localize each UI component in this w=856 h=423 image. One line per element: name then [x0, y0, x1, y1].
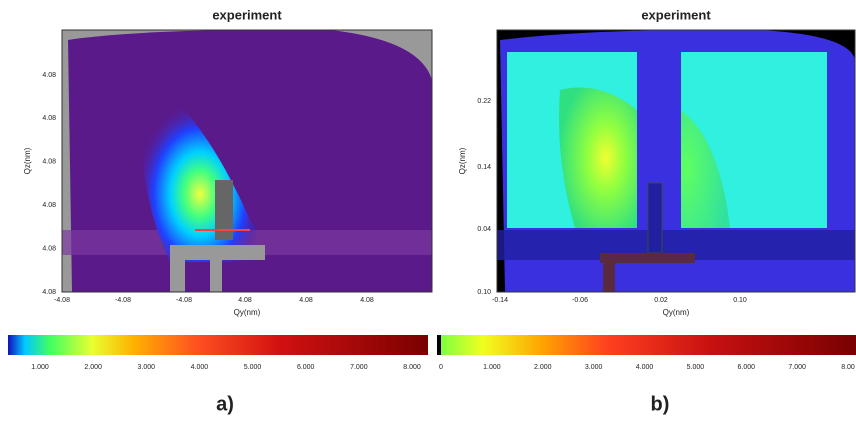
- colorbar: [441, 335, 856, 355]
- colorbar-label: 8.00: [841, 364, 855, 371]
- colorbar: [437, 335, 441, 355]
- colorbar-label: 5.000: [687, 364, 705, 371]
- y-tick-label: 0.14: [477, 164, 491, 171]
- x-tick-label: 4.08: [238, 297, 252, 304]
- heatmap-b: [497, 29, 855, 292]
- colorbar-label: 0: [439, 364, 443, 371]
- panel-caption: b): [651, 393, 670, 415]
- colorbar-label: 6.000: [737, 364, 755, 371]
- x-tick-label: 0.10: [733, 297, 747, 304]
- x-tick-label: -0.06: [572, 297, 588, 304]
- x-tick-label: -4.08: [54, 297, 70, 304]
- y-tick-label: 4.08: [42, 115, 56, 122]
- panel-title: experiment: [641, 7, 711, 22]
- y-tick-label: 0.10: [477, 289, 491, 296]
- y-axis-label: Qz(nm): [23, 147, 32, 174]
- colorbar-label: 7.000: [788, 364, 806, 371]
- colorbar-label: 2.000: [84, 364, 102, 371]
- colorbar-label: 1.000: [31, 364, 49, 371]
- x-tick-label: -4.08: [176, 297, 192, 304]
- y-tick-label: 4.08: [42, 72, 56, 79]
- y-tick-label: 4.08: [42, 245, 56, 252]
- colorbar-label: 6.000: [297, 364, 315, 371]
- y-tick-label: 0.04: [477, 226, 491, 233]
- y-tick-label: 4.08: [42, 289, 56, 296]
- colorbar-label: 7.000: [350, 364, 368, 371]
- x-axis-label: Qy(nm): [663, 308, 690, 317]
- x-tick-label: -4.08: [115, 297, 131, 304]
- y-tick-label: 0.22: [477, 98, 491, 105]
- panel-caption: a): [216, 393, 234, 415]
- colorbar-label: 3.000: [585, 364, 603, 371]
- colorbar-label: 3.000: [138, 364, 156, 371]
- x-axis-label: Qy(nm): [234, 308, 261, 317]
- y-tick-label: 4.08: [42, 202, 56, 209]
- axes-frame: [496, 29, 856, 293]
- x-tick-label: -0.14: [492, 297, 508, 304]
- x-tick-label: 4.08: [299, 297, 313, 304]
- x-tick-label: 0.02: [654, 297, 668, 304]
- colorbar-label: 2.000: [534, 364, 552, 371]
- y-axis-label: Qz(nm): [458, 147, 467, 174]
- axes-frame: [61, 29, 433, 293]
- x-tick-label: 4.08: [360, 297, 374, 304]
- colorbar-label: 4.000: [636, 364, 654, 371]
- colorbar-label: 8.000: [403, 364, 421, 371]
- heatmap-a: [62, 29, 432, 292]
- colorbar-label: 1.000: [483, 364, 501, 371]
- colorbar: [8, 335, 428, 355]
- colorbar-label: 4.000: [191, 364, 209, 371]
- colorbar-label: 5.000: [244, 364, 262, 371]
- y-tick-label: 4.08: [42, 159, 56, 166]
- panel-title: experiment: [212, 7, 282, 22]
